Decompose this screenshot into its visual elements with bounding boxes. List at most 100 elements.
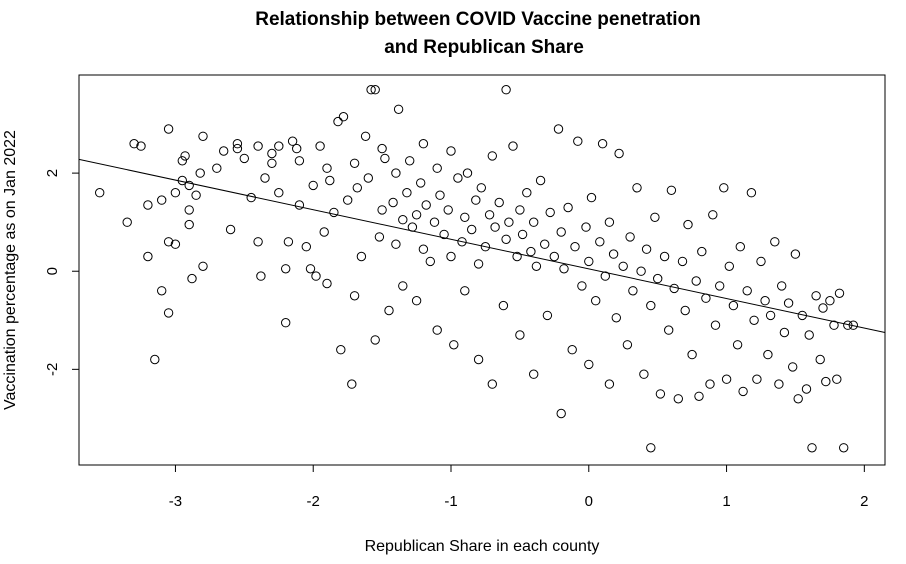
y-tick-label: 0 xyxy=(44,267,61,275)
points-layer xyxy=(95,85,858,453)
data-point xyxy=(405,156,415,166)
data-point xyxy=(391,239,401,249)
data-point xyxy=(246,192,256,203)
data-point xyxy=(198,261,208,271)
data-point xyxy=(752,374,762,384)
data-point xyxy=(256,271,266,281)
data-point xyxy=(471,195,481,205)
data-point xyxy=(746,188,757,198)
data-point xyxy=(267,148,277,159)
data-point xyxy=(439,229,449,240)
data-point xyxy=(370,335,380,345)
data-point xyxy=(783,298,794,308)
data-point xyxy=(305,264,316,274)
data-point xyxy=(584,359,594,370)
data-point xyxy=(738,386,748,397)
x-axis: -3 -2 -1 0 1 2 xyxy=(169,465,869,510)
data-point xyxy=(705,379,715,389)
data-point xyxy=(728,300,739,311)
data-point xyxy=(779,327,790,338)
data-point xyxy=(435,190,445,200)
data-point xyxy=(697,246,707,257)
x-tick-label: 2 xyxy=(860,493,868,510)
data-point xyxy=(611,313,621,323)
data-point xyxy=(366,85,376,95)
data-point xyxy=(377,143,387,154)
data-point xyxy=(180,151,190,161)
data-point xyxy=(198,131,208,142)
data-point xyxy=(701,293,711,303)
data-point xyxy=(639,369,649,379)
x-tick-label: -3 xyxy=(169,493,182,510)
data-point xyxy=(292,143,302,154)
data-point xyxy=(765,310,776,321)
data-point xyxy=(659,251,670,262)
data-point xyxy=(604,217,615,227)
data-point xyxy=(749,315,759,325)
data-point xyxy=(429,217,440,227)
data-point xyxy=(653,273,663,284)
data-point xyxy=(480,242,491,252)
data-point xyxy=(687,349,697,360)
data-point xyxy=(790,249,801,259)
data-point xyxy=(742,286,752,296)
data-point xyxy=(398,215,408,225)
data-point xyxy=(655,389,666,399)
data-point xyxy=(402,188,412,198)
data-point xyxy=(540,239,550,249)
regression-line xyxy=(78,158,886,334)
data-point xyxy=(143,200,153,210)
data-point xyxy=(515,330,525,340)
x-tick-label: -2 xyxy=(307,493,320,510)
data-point xyxy=(567,345,577,355)
data-point xyxy=(818,303,828,313)
data-point xyxy=(460,212,470,223)
data-point xyxy=(311,271,321,281)
x-tick-label: 1 xyxy=(722,493,730,510)
chart-title-line-1: Relationship between COVID Vaccine penet… xyxy=(255,9,701,30)
data-point xyxy=(542,310,553,321)
data-point xyxy=(432,163,442,173)
data-point xyxy=(829,320,839,330)
data-point xyxy=(319,227,329,237)
data-point xyxy=(597,139,608,149)
data-point xyxy=(467,224,477,235)
data-point xyxy=(774,379,784,389)
data-point xyxy=(187,273,197,284)
data-point xyxy=(333,116,343,127)
data-point xyxy=(669,283,679,294)
data-point xyxy=(553,124,564,134)
data-point xyxy=(501,85,511,95)
data-point xyxy=(821,376,831,387)
data-point xyxy=(501,234,511,245)
data-point xyxy=(515,205,525,215)
data-point xyxy=(157,286,167,296)
data-point xyxy=(683,219,693,230)
data-point xyxy=(294,156,305,166)
data-point xyxy=(715,281,725,291)
data-point xyxy=(708,210,718,220)
data-point xyxy=(281,264,291,274)
data-point xyxy=(473,259,484,269)
data-point xyxy=(352,183,362,193)
data-point xyxy=(177,156,188,166)
data-point xyxy=(443,205,453,215)
data-point xyxy=(680,305,690,316)
data-point xyxy=(329,207,339,218)
data-point xyxy=(446,146,456,156)
data-point xyxy=(535,175,546,186)
data-point xyxy=(219,146,229,156)
data-point xyxy=(411,210,422,220)
data-point xyxy=(494,197,504,208)
data-point xyxy=(380,153,390,164)
data-point xyxy=(418,139,429,149)
data-point xyxy=(584,256,594,267)
data-point xyxy=(232,143,243,154)
data-point xyxy=(777,281,787,291)
data-point xyxy=(834,288,845,298)
data-point xyxy=(391,168,401,178)
data-point xyxy=(508,141,518,151)
data-point xyxy=(377,205,387,215)
data-point xyxy=(622,340,633,350)
